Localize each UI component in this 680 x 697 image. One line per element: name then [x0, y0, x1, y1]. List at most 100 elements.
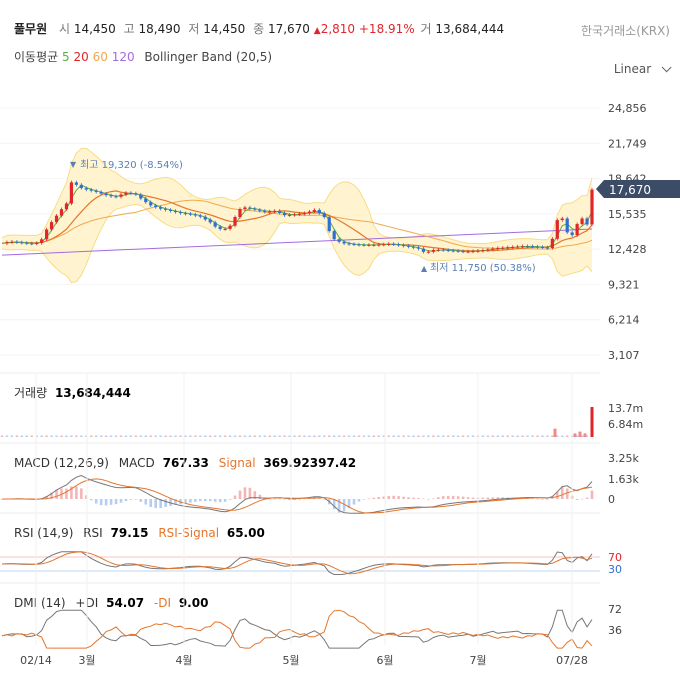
candle-body: [208, 219, 212, 223]
candle-body: [520, 246, 525, 248]
macd-histogram-bar: [382, 496, 386, 499]
volume-bar: [159, 435, 162, 437]
volume-bar: [273, 435, 276, 437]
candle-body: [104, 193, 108, 196]
macd-histogram-bar: [466, 497, 470, 499]
dmi-tick-36: 36: [608, 624, 622, 637]
volume-bar: [397, 435, 400, 437]
close-value: 17,670: [267, 22, 310, 36]
volume-bar: [566, 435, 569, 437]
volume-panel: 거래량 13,684,444 13.7m 6.84m: [0, 386, 643, 437]
candle-body: [258, 209, 262, 211]
ma60-line: [1, 199, 593, 250]
candle-body: [203, 216, 207, 220]
macd-tick-high: 3.25k: [608, 452, 639, 465]
candle-body: [124, 192, 128, 195]
candle-body: [69, 182, 74, 204]
volume-bar: [372, 435, 376, 437]
candle-body: [79, 184, 83, 189]
ma60-label: 60: [92, 50, 108, 64]
macd-histogram-bar: [129, 499, 133, 500]
volume-bar: [392, 435, 395, 437]
volume-bar: [491, 435, 495, 437]
svg-text:DMI (14) +DI 54.07: DMI (14) +DI 54.07 -DI 9.00: [14, 596, 208, 610]
candle-body: [555, 220, 559, 239]
volume-bar: [184, 435, 187, 437]
candle-body: [218, 226, 222, 230]
macd-histogram-bar: [417, 497, 420, 499]
candle-body: [109, 195, 113, 197]
candle-body: [15, 241, 19, 243]
macd-histogram-bar: [422, 498, 425, 500]
candle-body: [84, 188, 88, 190]
macd-histogram-bar: [397, 496, 400, 499]
volume-bar: [45, 435, 48, 437]
macd-value: 767.33: [163, 456, 209, 470]
candle-body: [297, 213, 302, 215]
volume-bar: [179, 435, 182, 437]
candle-body: [253, 208, 257, 210]
macd-tick-zero: 0: [608, 493, 615, 506]
volume-bar: [258, 435, 262, 437]
low-label: 저: [188, 22, 200, 36]
macd-histogram-bar: [184, 499, 187, 504]
price-tick: 15,535: [608, 208, 647, 221]
date-tick: 3월: [78, 654, 95, 667]
candle-body: [164, 208, 168, 210]
candle-body: [307, 211, 311, 214]
candle-body: [362, 244, 366, 246]
volume-bar: [362, 435, 366, 437]
volume-bar: [561, 435, 564, 437]
candle-body: [337, 239, 341, 242]
volume-bar: [357, 435, 361, 437]
volume-bar: [313, 435, 316, 437]
high-marker: 최고 19,320 (-8.54%): [80, 159, 183, 171]
candle-body: [570, 232, 574, 236]
volume-bar: [496, 435, 499, 437]
macd-histogram-bar: [248, 487, 252, 499]
volume-bar: [377, 435, 381, 437]
macd-histogram-bar: [203, 499, 207, 502]
volume-value: 13,684,444: [435, 22, 505, 36]
scale-select[interactable]: Linear: [614, 62, 672, 76]
volume-bar: [164, 435, 167, 437]
macd-histogram-bar: [228, 499, 232, 500]
macd-histogram-bar: [461, 496, 465, 499]
volume-bar: [90, 435, 93, 437]
volume-bar: [332, 435, 336, 437]
candle-body: [382, 244, 386, 246]
macd-histogram-bar: [536, 498, 539, 500]
candle-body: [278, 210, 282, 213]
macd-histogram-bar: [322, 499, 326, 500]
candle-body: [287, 214, 292, 216]
candle-body: [134, 193, 138, 195]
candle-body: [441, 249, 445, 251]
date-tick: 4월: [175, 654, 192, 667]
candle-body: [268, 211, 272, 213]
volume-bar: [432, 435, 435, 437]
candle-body: [74, 182, 78, 185]
macd-histogram-bar: [377, 497, 381, 499]
macd-histogram-bar: [337, 499, 341, 513]
plus-di-line: [1, 609, 593, 649]
macd-histogram-bar: [560, 486, 564, 499]
macd-histogram-bar: [298, 499, 301, 500]
volume-bar: [65, 435, 68, 437]
mdi-value: 9.00: [179, 596, 209, 610]
candle-body: [496, 248, 500, 250]
price-tick: 12,428: [608, 243, 647, 256]
candle-body: [575, 224, 579, 236]
volume-bar: [293, 435, 296, 437]
minus-di-line: [1, 609, 593, 649]
macd-label: MACD: [119, 456, 155, 470]
macd-histogram-bar: [352, 499, 356, 505]
volume-bar: [342, 435, 346, 437]
volume-bar: [129, 435, 133, 437]
macd-panel: MACD (12,26,9) MACD 767.33 Signal 369.92…: [0, 452, 639, 514]
volume-bar: [298, 435, 301, 437]
macd-histogram-bar: [491, 497, 495, 499]
macd-histogram-bar: [496, 497, 500, 499]
candle-body: [367, 244, 371, 246]
volume-bar: [417, 435, 420, 437]
